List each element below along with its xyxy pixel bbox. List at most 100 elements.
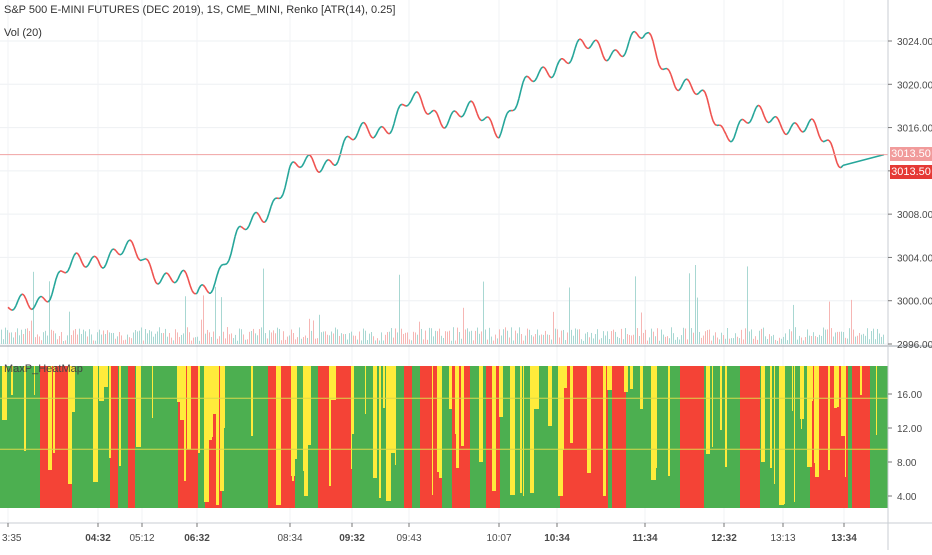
volume-bar: [619, 338, 620, 344]
renko-brick: [100, 265, 102, 268]
volume-bar: [675, 340, 676, 344]
volume-bar: [289, 335, 290, 344]
volume-bar: [463, 308, 464, 344]
heatmap-yellow-spike: [292, 366, 294, 481]
renko-brick: [752, 113, 754, 118]
heatmap-yellow-spike: [712, 366, 713, 447]
volume-bar: [25, 329, 26, 344]
renko-brick: [74, 253, 76, 256]
volume-bar: [533, 337, 534, 344]
volume-bar: [91, 334, 92, 344]
renko-brick: [485, 117, 487, 119]
renko-brick: [705, 92, 707, 98]
volume-bar: [743, 339, 744, 344]
volume-bar: [721, 333, 722, 344]
volume-bar: [345, 334, 346, 344]
volume-bar: [113, 333, 114, 344]
volume-bar: [655, 336, 656, 344]
volume-bar: [661, 330, 662, 344]
renko-brick: [441, 124, 443, 128]
renko-brick: [687, 79, 689, 81]
renko-brick: [711, 114, 713, 121]
renko-brick: [94, 256, 96, 257]
volume-bar: [849, 328, 850, 344]
heatmap-yellow-spike: [455, 366, 456, 434]
renko-brick: [411, 97, 413, 101]
volume-bar: [821, 336, 822, 344]
price-tick-label: 3008.00: [897, 210, 932, 221]
volume-bar: [477, 328, 478, 344]
renko-brick: [807, 122, 809, 127]
volume-bar: [257, 335, 258, 344]
renko-brick: [402, 104, 404, 105]
volume-bar: [623, 339, 624, 344]
volume-bar: [73, 330, 74, 344]
renko-brick: [229, 254, 231, 260]
volume-bar: [115, 339, 116, 344]
volume-bar: [55, 333, 56, 344]
volume-bar: [531, 335, 532, 344]
volume-bar: [161, 333, 162, 344]
renko-brick: [356, 132, 358, 137]
volume-bar: [323, 332, 324, 344]
volume-bar: [89, 329, 90, 344]
heatmap-yellow-spike: [329, 366, 331, 486]
volume-bar: [3, 339, 4, 344]
volume-bar: [541, 334, 542, 344]
renko-brick: [261, 219, 263, 222]
volume-bar: [485, 330, 486, 344]
heatmap-yellow-spike: [499, 366, 503, 417]
volume-bar: [695, 265, 696, 344]
renko-brick: [689, 81, 691, 85]
volume-bar: [407, 332, 408, 344]
price-tick-label: 3000.00: [897, 297, 932, 308]
volume-bar: [245, 340, 246, 344]
renko-brick: [573, 49, 575, 56]
heatmap-yellow-spike: [640, 366, 643, 409]
volume-bar: [671, 327, 672, 344]
volume-bar: [251, 331, 252, 344]
last-price-label: 3013.50: [890, 147, 932, 161]
renko-brick: [471, 101, 473, 103]
volume-bar: [665, 337, 666, 344]
heatmap-yellow-spike: [104, 366, 108, 387]
renko-brick: [669, 70, 671, 74]
renko-brick: [54, 279, 56, 287]
price-tick-label: 3004.00: [897, 253, 932, 264]
volume-bar: [117, 336, 118, 344]
volume-bar: [255, 333, 256, 344]
heatmap-yellow-spike: [365, 366, 366, 414]
heatmap-yellow-spike: [876, 366, 877, 435]
renko-brick: [406, 105, 408, 106]
volume-bar: [775, 340, 776, 344]
renko-brick: [110, 250, 112, 254]
volume-bar: [431, 328, 432, 344]
volume-bar: [569, 288, 570, 344]
volume-bar: [181, 335, 182, 344]
renko-brick: [772, 117, 774, 119]
renko-brick: [152, 271, 154, 278]
renko-brick: [734, 132, 736, 138]
volume-bar: [869, 339, 870, 344]
renko-brick: [451, 112, 453, 115]
renko-brick: [148, 260, 150, 264]
volume-bar: [147, 333, 148, 344]
volume-bar: [825, 330, 826, 344]
volume-bar: [733, 338, 734, 344]
renko-brick: [758, 105, 760, 106]
volume-bar: [599, 340, 600, 344]
volume-bar: [631, 335, 632, 344]
renko-brick: [80, 258, 82, 263]
renko-brick: [166, 273, 168, 274]
renko-brick: [483, 118, 485, 120]
renko-brick: [551, 77, 553, 78]
volume-bar: [549, 335, 550, 344]
heatmap-yellow-spike: [68, 366, 72, 484]
renko-brick: [36, 299, 38, 303]
renko-brick: [631, 32, 633, 36]
renko-brick: [114, 249, 116, 251]
renko-brick: [417, 92, 419, 94]
renko-brick: [154, 278, 156, 283]
